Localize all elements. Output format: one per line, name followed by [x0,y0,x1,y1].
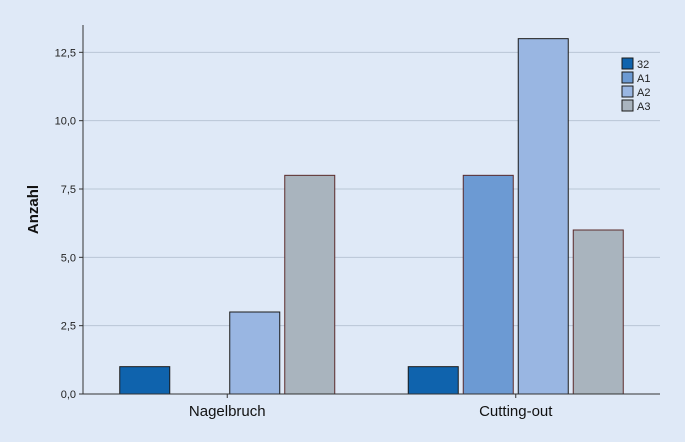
y-tick-label: 10,0 [55,116,76,128]
legend-swatch [621,85,634,98]
legend-swatch [621,71,634,84]
legend-label: A3 [637,101,650,113]
bar-A3-Cutting-out [572,229,624,395]
labels: 0,0 2,5 5,0 7,5 10,0 12,5 Nagelbruch Cutting-ou… [25,47,553,420]
legend-swatch [621,57,634,70]
bar-A2-Cutting-out [517,38,569,395]
y-tick-label: 2,5 [61,321,76,333]
y-tick-label: 12,5 [55,47,76,59]
x-tick-label: Nagelbruch [189,403,266,420]
legend-swatch [621,99,634,112]
legend-label: 32 [637,59,649,71]
y-tick-label: 5,0 [61,252,76,264]
y-tick-label: 7,5 [61,184,76,196]
y-axis-title: Anzahl [25,185,42,234]
legend-label: A2 [637,87,650,99]
bar-A3-Nagelbruch [284,174,336,395]
bar-A1-Cutting-out [462,174,514,395]
bar-32-Cutting-out [407,366,459,395]
bar-A2-Nagelbruch [229,311,281,395]
legend-label: A1 [637,73,650,85]
bars [119,38,624,395]
y-tick-label: 0,0 [61,389,76,401]
x-tick-label: Cutting-out [479,403,553,420]
axes [79,25,660,398]
bar-32-Nagelbruch [119,366,171,395]
legend: 32 A1 A2 A3 [621,57,650,113]
